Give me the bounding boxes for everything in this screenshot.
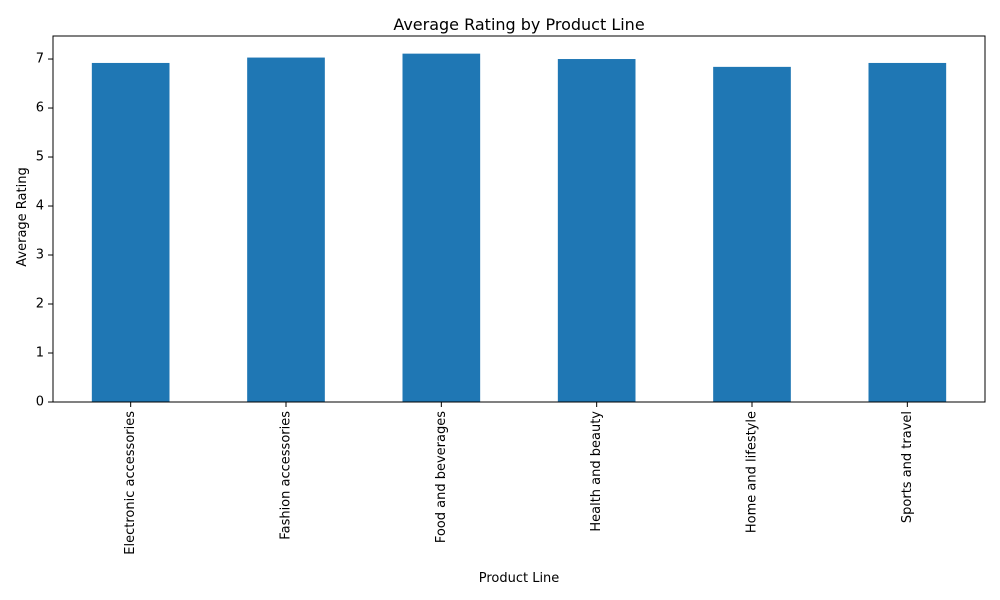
- x-tick-label: Home and lifestyle: [745, 411, 760, 533]
- axes-frame: [52, 35, 986, 403]
- y-tick-label: 0: [36, 395, 44, 410]
- y-tick-label: 3: [36, 248, 44, 263]
- bar-home-and-lifestyle: [713, 66, 791, 403]
- x-tick-label: Sports and travel: [900, 411, 915, 523]
- bar-fashion-accessories: [247, 57, 325, 403]
- x-tick-label: Food and beverages: [434, 411, 449, 543]
- x-tick-label: Health and beauty: [589, 411, 604, 532]
- y-tick-label: 5: [36, 150, 44, 165]
- y-tick-label: 6: [36, 101, 44, 116]
- x-tick-label: Electronic accessories: [123, 411, 138, 555]
- y-tick-label: 1: [36, 346, 44, 361]
- x-tick-label: Fashion accessories: [279, 411, 294, 540]
- bar-food-and-beverages: [402, 53, 481, 403]
- y-tick-label: 4: [36, 199, 44, 214]
- bar-electronic-accessories: [91, 62, 170, 403]
- y-tick-label: 7: [36, 52, 44, 67]
- y-axis: 0 1 2 3 4 5 6 7: [36, 52, 53, 410]
- chart-title: Average Rating by Product Line: [393, 15, 644, 34]
- bar-health-and-beauty: [557, 59, 636, 403]
- bar-sports-and-travel: [868, 62, 947, 403]
- y-axis-label: Average Rating: [15, 167, 30, 266]
- x-axis-label: Product Line: [479, 571, 560, 586]
- x-axis: Electronic accessories Fashion accessorie…: [123, 402, 915, 555]
- y-tick-label: 2: [36, 297, 44, 312]
- plot-area: [91, 53, 947, 403]
